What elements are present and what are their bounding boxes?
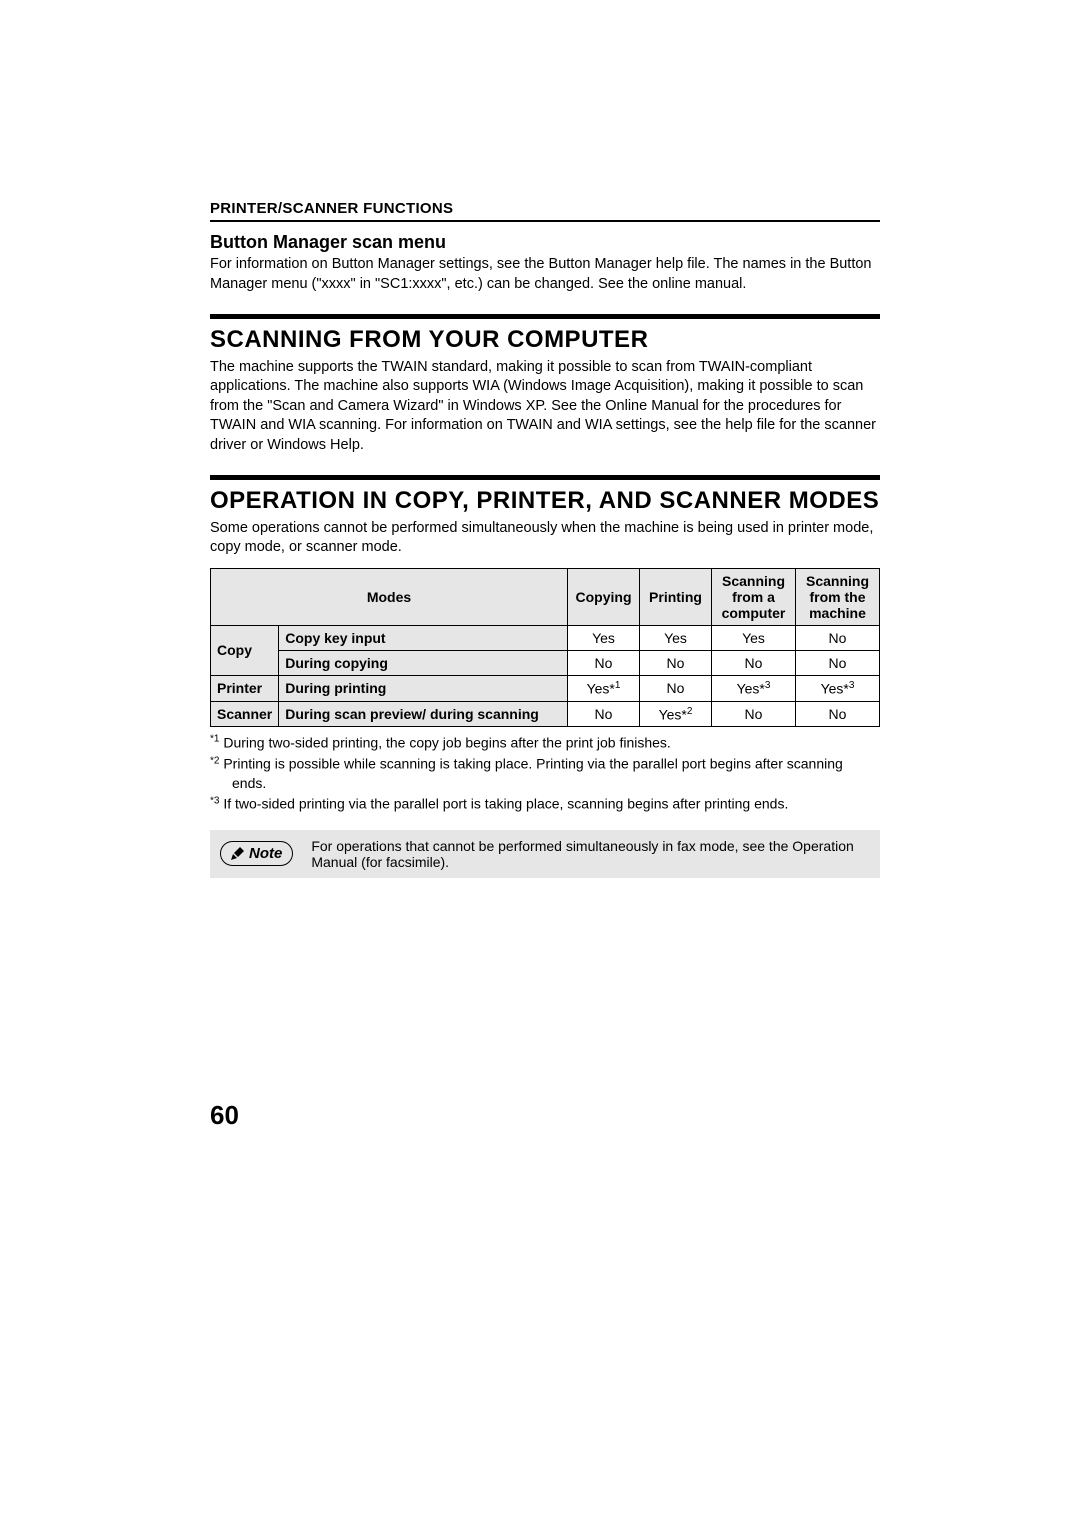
note-text: For operations that cannot be performed … [311, 838, 870, 870]
cell: No [568, 650, 640, 675]
scanning-body: The machine supports the TWAIN standard,… [210, 358, 880, 456]
footnote-text: Printing is possible while scanning is t… [223, 756, 842, 791]
row-label: During copying [279, 650, 568, 675]
operation-heading: OPERATION IN COPY, PRINTER, AND SCANNER … [210, 488, 880, 514]
cell: No [640, 675, 712, 701]
cell: Yes*2 [640, 701, 712, 727]
header-rule [210, 220, 880, 222]
cell-sup: 2 [687, 706, 693, 717]
row-label: Copy key input [279, 625, 568, 650]
cell: Yes [640, 625, 712, 650]
row-label: During printing [279, 675, 568, 701]
cell: No [712, 650, 796, 675]
col-copying: Copying [568, 568, 640, 625]
cell: Yes*3 [796, 675, 880, 701]
section-divider-2 [210, 475, 880, 480]
cell-text: Yes* [737, 681, 765, 697]
cell: No [796, 625, 880, 650]
row-group-scanner: Scanner [211, 701, 279, 727]
cell: No [568, 701, 640, 727]
modes-table: Modes Copying Printing Scanning from a c… [210, 568, 880, 727]
col-scan-computer: Scanning from a computer [712, 568, 796, 625]
footnotes: *1 During two-sided printing, the copy j… [210, 733, 880, 814]
running-header: PRINTER/SCANNER FUNCTIONS [210, 200, 880, 217]
table-header-row: Modes Copying Printing Scanning from a c… [211, 568, 880, 625]
footnote-mark: *3 [210, 797, 219, 812]
scanning-heading: SCANNING FROM YOUR COMPUTER [210, 327, 880, 353]
col-printing: Printing [640, 568, 712, 625]
page-number: 60 [210, 1100, 239, 1131]
row-group-copy: Copy [211, 625, 279, 675]
footnote-mark: *1 [210, 735, 219, 750]
operation-intro: Some operations cannot be performed simu… [210, 519, 880, 558]
footnote-2: *2 Printing is possible while scanning i… [210, 754, 880, 792]
col-modes: Modes [211, 568, 568, 625]
footnote-text: During two-sided printing, the copy job … [223, 734, 670, 750]
cell-sup: 1 [615, 680, 621, 691]
cell: No [796, 701, 880, 727]
cell: Yes*3 [712, 675, 796, 701]
footnote-text: If two-sided printing via the parallel p… [223, 796, 788, 812]
cell: No [796, 650, 880, 675]
footnote-1: *1 During two-sided printing, the copy j… [210, 733, 880, 752]
button-manager-heading: Button Manager scan menu [210, 232, 880, 253]
cell: No [640, 650, 712, 675]
document-page: PRINTER/SCANNER FUNCTIONS Button Manager… [0, 0, 1080, 878]
table-row: During copying No No No No [211, 650, 880, 675]
note-badge-label: Note [249, 845, 282, 862]
table-row: Printer During printing Yes*1 No Yes*3 Y… [211, 675, 880, 701]
footnote-mark: *2 [210, 757, 219, 772]
col-scan-machine: Scanning from the machine [796, 568, 880, 625]
row-group-printer: Printer [211, 675, 279, 701]
row-label: During scan preview/ during scanning [279, 701, 568, 727]
note-box: Note For operations that cannot be perfo… [210, 830, 880, 878]
cell-sup: 3 [849, 680, 855, 691]
table-row: Scanner During scan preview/ during scan… [211, 701, 880, 727]
cell: No [712, 701, 796, 727]
note-badge: Note [220, 841, 293, 866]
button-manager-body: For information on Button Manager settin… [210, 255, 880, 294]
cell-text: Yes* [587, 681, 615, 697]
cell: Yes [568, 625, 640, 650]
cell-text: Yes* [659, 706, 687, 722]
cell: Yes [712, 625, 796, 650]
cell: Yes*1 [568, 675, 640, 701]
footnote-3: *3 If two-sided printing via the paralle… [210, 794, 880, 813]
pencil-icon [229, 846, 245, 862]
table-row: Copy Copy key input Yes Yes Yes No [211, 625, 880, 650]
cell-text: Yes* [821, 681, 849, 697]
section-divider-1 [210, 314, 880, 319]
cell-sup: 3 [765, 680, 771, 691]
